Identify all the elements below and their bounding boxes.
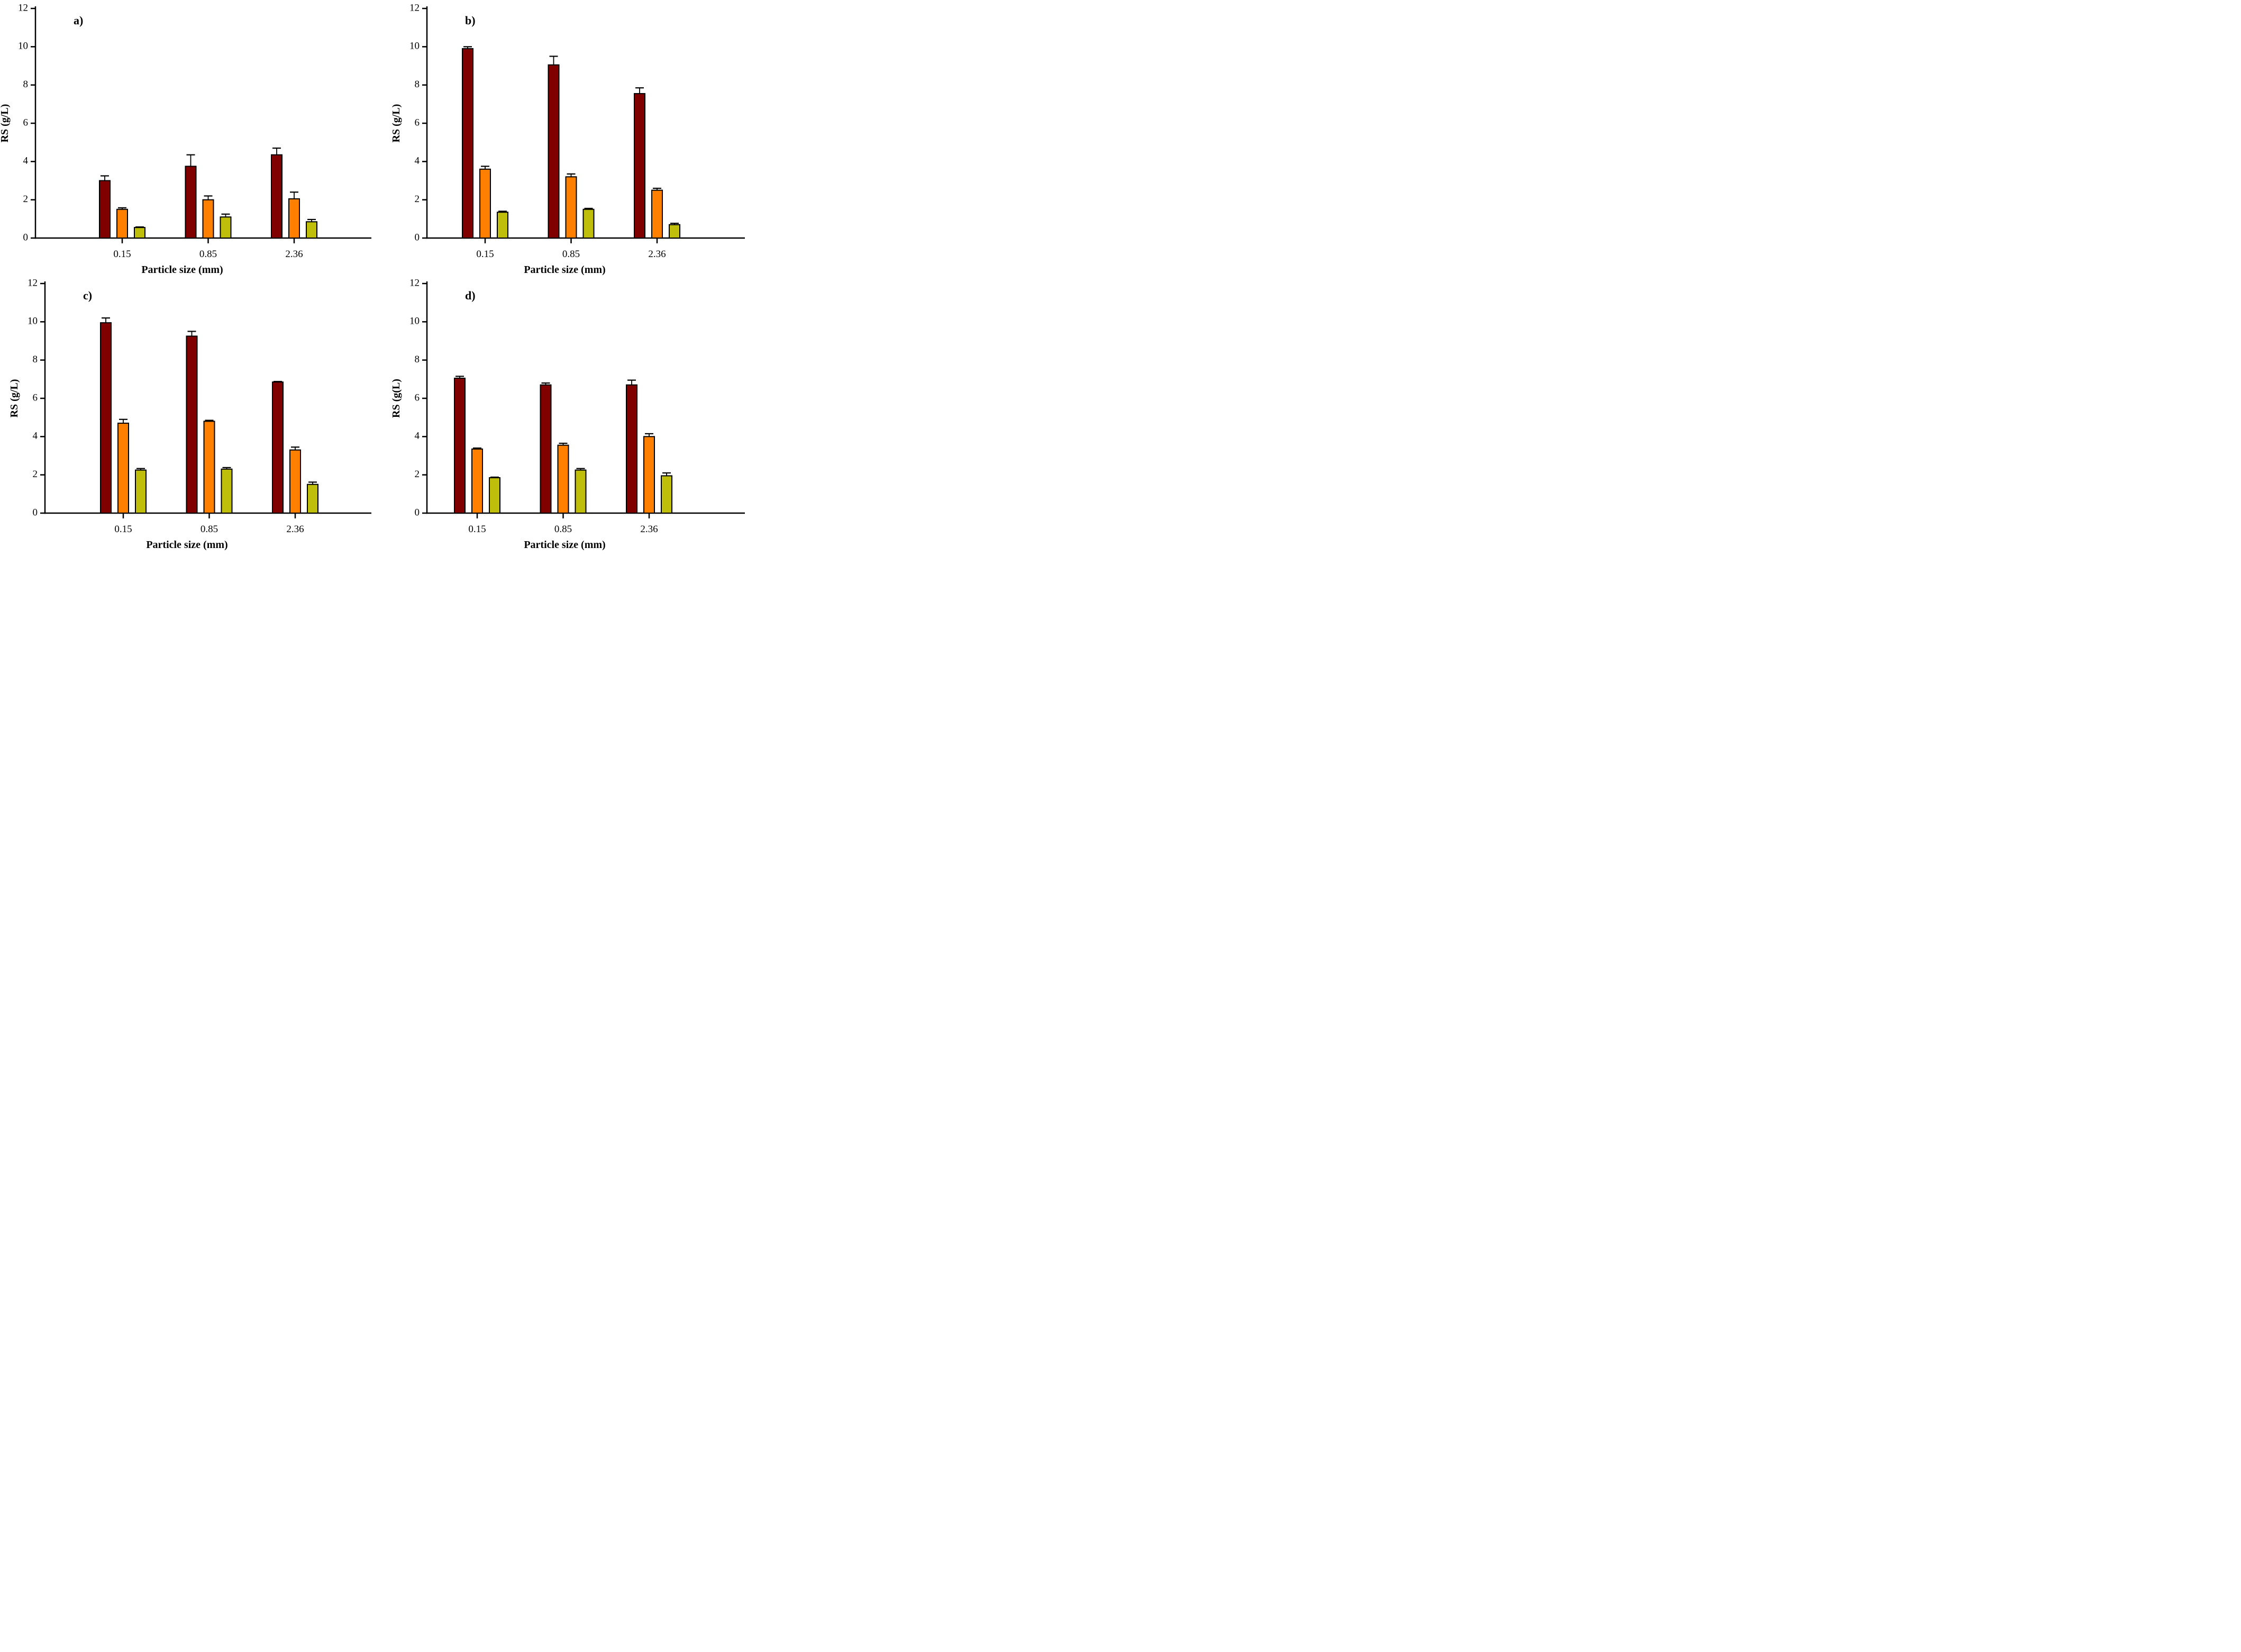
dark-red-bar-d-0.15 [454, 378, 466, 514]
y-axis-title: RS (g/L) [390, 104, 402, 143]
x-axis-title: Particle size (mm) [524, 539, 605, 551]
olive-bar-a-0.15 [134, 227, 145, 239]
y-tick-label: 6 [23, 117, 29, 128]
y-tick-label: 8 [415, 354, 420, 365]
dark-red-bar-b-2.36 [634, 93, 645, 239]
dark-red-bar-b-0.85 [548, 64, 560, 239]
dark-red-bar-a-0.15 [99, 180, 111, 239]
x-tick-label: 0.15 [113, 249, 131, 260]
orange-bar-c-0.15 [117, 423, 129, 514]
orange-bar-b-0.15 [479, 168, 491, 239]
orange-bar-d-2.36 [643, 436, 655, 514]
x-tick-label: 0.85 [199, 249, 217, 260]
y-tick-label: 0 [23, 232, 29, 243]
x-axis-title: Particle size (mm) [146, 539, 227, 551]
olive-bar-d-0.15 [489, 477, 500, 514]
orange-bar-d-0.85 [557, 444, 569, 514]
orange-bar-a-0.15 [116, 208, 128, 239]
y-tick-label: 4 [415, 156, 420, 167]
dark-red-bar-a-0.85 [185, 166, 197, 239]
orange-bar-d-0.15 [471, 448, 483, 514]
y-tick-label: 2 [415, 194, 420, 205]
olive-bar-b-0.85 [582, 208, 595, 239]
y-tick-label: 10 [28, 316, 38, 327]
y-tick-label: 10 [409, 41, 420, 52]
panel-a-chart: 0 2 4 6 8 10 12 0.15 0.85 2.36 a) Particle size (mm… [0, 2, 371, 276]
olive-bar-d-0.85 [575, 469, 587, 514]
panel-letter: b) [465, 14, 476, 27]
y-tick-label: 0 [415, 507, 420, 518]
olive-bar-b-0.15 [497, 212, 508, 239]
dark-red-bar-c-2.36 [272, 381, 284, 514]
y-tick-label: 10 [409, 316, 420, 327]
x-tick-label: 2.36 [648, 249, 666, 260]
x-tick-label: 2.36 [640, 524, 658, 535]
y-tick-label: 12 [18, 2, 28, 13]
y-axis-title: RS (g/L) [0, 104, 11, 143]
x-tick-label: 0.85 [562, 249, 580, 260]
y-tick-label: 4 [33, 431, 38, 442]
olive-bar-a-0.85 [220, 216, 232, 239]
olive-bar-b-2.36 [669, 224, 680, 239]
orange-bar-a-2.36 [288, 198, 300, 239]
y-tick-label: 6 [415, 392, 420, 403]
dark-red-bar-a-2.36 [271, 154, 283, 239]
y-tick-label: 0 [33, 507, 38, 518]
orange-bar-a-0.85 [202, 199, 214, 239]
y-tick-label: 4 [415, 431, 420, 442]
x-axis-title: Particle size (mm) [141, 264, 223, 276]
y-tick-label: 2 [415, 469, 420, 480]
panel-letter: c) [83, 289, 92, 302]
y-tick-label: 6 [33, 392, 38, 403]
y-axis-title: RS (g(L) [390, 379, 402, 418]
olive-bar-c-0.85 [221, 468, 233, 514]
olive-bar-d-2.36 [661, 475, 672, 514]
x-tick-label: 0.15 [476, 249, 494, 260]
x-tick-label: 0.15 [468, 524, 486, 535]
y-tick-label: 12 [409, 2, 420, 13]
four-panel-bar-chart: 0 2 4 6 8 10 12 0.15 0.85 2.36 a) Particle size (mm… [0, 0, 747, 551]
orange-bar-b-2.36 [651, 189, 663, 239]
x-tick-label: 0.85 [554, 524, 572, 535]
orange-bar-c-0.85 [203, 421, 215, 514]
y-tick-label: 12 [28, 277, 38, 288]
x-tick-label: 2.36 [285, 249, 303, 260]
olive-bar-c-2.36 [307, 483, 318, 514]
panel-c-chart: 0 2 4 6 8 10 12 0.15 0.85 2.36 c) Particle size (mm… [8, 277, 371, 551]
dark-red-bar-b-0.15 [462, 48, 473, 239]
y-tick-label: 8 [23, 79, 29, 90]
y-tick-label: 2 [23, 194, 29, 205]
y-tick-label: 10 [18, 41, 28, 52]
panel-b-chart: 0 2 4 6 8 10 12 0.15 0.85 2.36 b) Particle size (mm… [390, 2, 745, 276]
y-tick-label: 6 [415, 117, 420, 128]
orange-bar-c-2.36 [289, 449, 301, 514]
dark-red-bar-c-0.85 [186, 335, 198, 514]
y-tick-label: 8 [415, 79, 420, 90]
dark-red-bar-d-2.36 [626, 384, 637, 514]
panel-letter: a) [74, 14, 83, 27]
panel-d-chart: 0 2 4 6 8 10 12 0.15 0.85 2.36 d) Particle size (mm… [390, 277, 745, 551]
dark-red-bar-d-0.85 [540, 384, 552, 514]
y-axis-title: RS (g/L) [8, 379, 20, 418]
panel-letter: d) [465, 289, 476, 302]
y-tick-label: 12 [409, 277, 420, 288]
x-axis-title: Particle size (mm) [524, 264, 605, 276]
olive-bar-a-2.36 [306, 221, 317, 239]
x-tick-label: 2.36 [286, 524, 304, 535]
olive-bar-c-0.15 [135, 469, 147, 514]
y-tick-label: 8 [33, 354, 38, 365]
orange-bar-b-0.85 [565, 176, 577, 239]
y-tick-label: 2 [33, 469, 38, 480]
dark-red-bar-c-0.15 [100, 322, 112, 514]
x-tick-label: 0.15 [114, 524, 132, 535]
y-tick-label: 0 [415, 232, 420, 243]
y-tick-label: 4 [23, 156, 29, 167]
x-tick-label: 0.85 [201, 524, 218, 535]
